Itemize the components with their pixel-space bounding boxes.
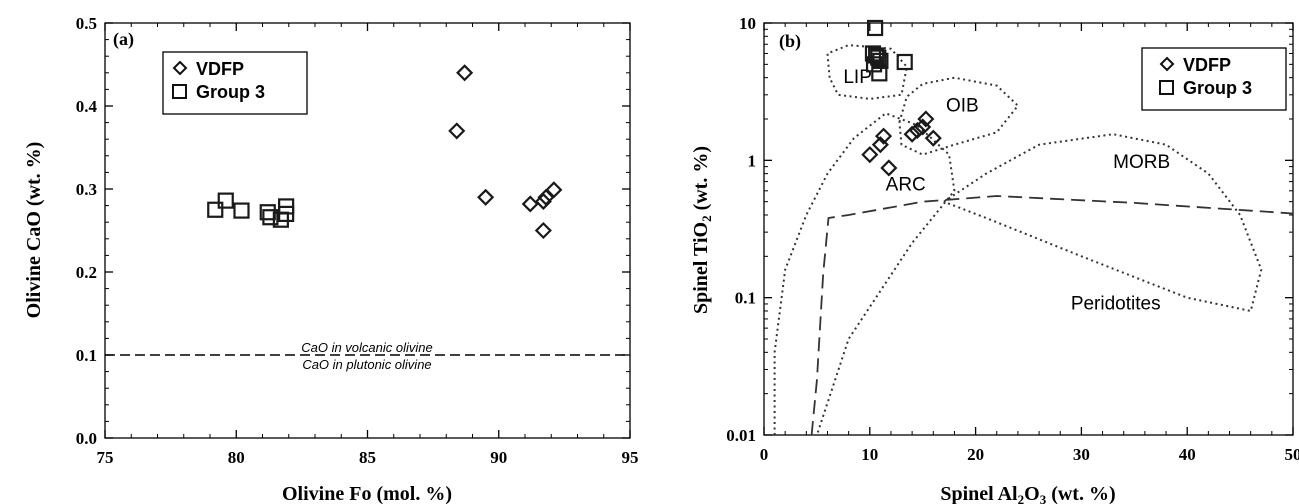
x-tick-label: 30 [1073,445,1090,464]
x-tick-label: 10 [861,445,878,464]
group3-point [233,202,250,219]
y-axis-title-b: Spinel TiO2 (wt. %) [690,146,714,314]
group3-point [278,198,295,215]
legend-label-group3: Group 3 [1183,78,1252,98]
x-tick-label: 40 [1179,445,1196,464]
y-tick-label: 1 [748,151,757,170]
y-axis-title-a: Olivine CaO (wt. %) [23,142,45,319]
x-tick-label: 0 [760,445,769,464]
field-outline-arc [773,112,956,436]
panel-label-b: (b) [779,31,801,52]
legend-label-group3: Group 3 [196,82,265,102]
vdfp-point [903,125,921,143]
y-tick-label: 0.2 [76,263,97,282]
axis-ticks-b [763,22,1294,436]
field-outline-oib [898,76,1019,156]
x-tick-label: 90 [490,448,507,467]
vdfp-point [861,146,879,164]
x-axis-title-a: Olivine Fo (mol. %) [282,483,452,504]
vdfp-point [924,129,942,147]
group3-point [262,209,279,226]
field-outline-morb [943,133,1263,312]
vdfp-point [874,127,893,145]
legend-b: VDFP Group 3 [1141,47,1287,111]
group3-point [871,65,888,82]
x-tick-label: 80 [228,448,245,467]
fields-b: LIP OIB ARC MORB Peridotites [773,44,1294,436]
vdfp-point [448,122,466,140]
group3-point [865,56,883,73]
vdfp-point [917,110,935,128]
y-tick-label: 0.01 [726,426,756,445]
group3-point [217,192,234,209]
points-a [207,64,563,240]
legend-diamond-marker [1159,56,1175,72]
group3-point [866,19,884,37]
y-tick-label: 0.0 [76,429,97,448]
axis-ticks-a [104,22,631,439]
y-tick-label: 0.3 [76,180,97,199]
tick-labels-b: 0 10 20 30 40 50 0.01 0.1 1 10 [726,14,1299,464]
legend-square-marker [1159,80,1174,95]
legend-label-vdfp: VDFP [1183,55,1231,75]
vdfp-point [456,64,474,82]
field-label-peridotites: Peridotites [1071,294,1161,315]
y-tick-label: 10 [739,14,756,33]
x-tick-label: 20 [967,445,984,464]
field-label-oib: OIB [946,96,979,117]
x-tick-label: 75 [97,448,114,467]
field-outline-peridotites [810,195,1294,436]
panel-b: 0 10 20 30 40 50 0.01 0.1 1 10 LIP OIB ARC MORB Perid… [690,14,1299,504]
x-tick-label: 85 [359,448,376,467]
group3-point [868,47,885,64]
plot-frame-b [763,22,1294,436]
y-tick-label: 0.5 [76,14,97,33]
x-tick-label: 50 [1285,445,1299,464]
x-tick-label: 95 [622,448,639,467]
group3-point [896,53,913,71]
legend-diamond-marker [172,60,188,76]
vdfp-point [545,181,563,199]
annotation-plutonic: CaO in plutonic olivine [302,357,431,372]
y-tick-label: 0.4 [76,97,98,116]
legend-square-marker [172,84,187,99]
vdfp-point [521,195,539,213]
panel-label-a: (a) [113,29,134,50]
legend-box-a [162,51,308,115]
panel-a: 75 80 85 90 95 0.0 0.1 0.2 0.3 0.4 0.5 CaO in volc… [23,14,639,504]
field-label-arc: ARC [886,174,926,195]
vdfp-point [880,159,898,177]
field-label-morb: MORB [1113,152,1170,173]
vdfp-point [534,221,552,240]
annotation-volcanic: CaO in volcanic olivine [301,340,433,355]
points-b [861,19,942,177]
vdfp-point [908,121,926,140]
field-label-lip: LIP [843,67,872,88]
vdfp-point [534,192,552,211]
legend-label-vdfp: VDFP [196,59,244,79]
tick-labels-a: 75 80 85 90 95 0.0 0.1 0.2 0.3 0.4 0.5 [76,14,639,467]
y-tick-label: 0.1 [735,289,756,308]
group3-point [207,201,224,218]
vdfp-point [477,188,495,206]
y-tick-label: 0.1 [76,346,97,365]
legend-a: VDFP Group 3 [162,51,308,115]
x-axis-title-b: Spinel Al2O3 (wt. %) [940,483,1115,504]
